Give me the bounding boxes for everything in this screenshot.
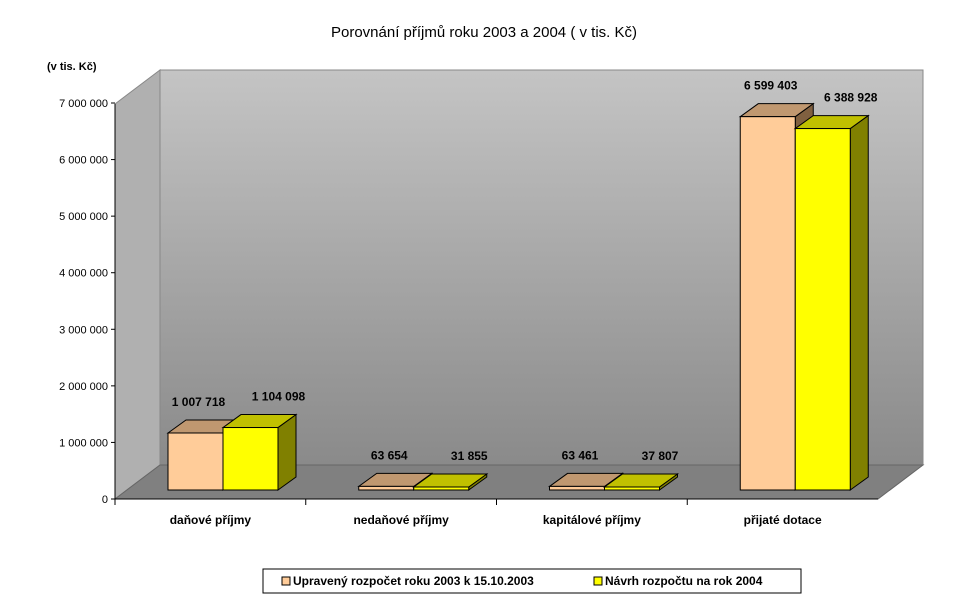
bar xyxy=(549,485,605,491)
data-label: 1 007 718 xyxy=(172,395,226,409)
data-label: 31 855 xyxy=(451,449,488,463)
data-label: 6 599 403 xyxy=(744,79,798,93)
bar-side xyxy=(849,114,869,491)
legend: Upravený rozpočet roku 2003 k 15.10.2003… xyxy=(262,568,802,594)
chart-title: Porovnání příjmů roku 2003 a 2004 ( v ti… xyxy=(331,24,637,41)
x-tick-label: přijaté dotace xyxy=(744,513,822,527)
y-tick-label: 0 xyxy=(102,494,108,506)
data-label: 37 807 xyxy=(642,449,679,463)
y-tick-label: 6 000 000 xyxy=(59,155,108,167)
y-tick-label: 4 000 000 xyxy=(59,268,108,280)
data-label: 63 461 xyxy=(562,448,599,462)
y-tick-label: 1 000 000 xyxy=(59,437,108,449)
legend-swatch-2003 xyxy=(281,576,291,586)
data-label: 6 388 928 xyxy=(824,91,878,105)
bar xyxy=(167,432,224,491)
side-wall xyxy=(114,68,161,501)
data-label: 63 654 xyxy=(371,448,408,462)
bar xyxy=(413,486,470,491)
data-label: 1 104 098 xyxy=(252,390,306,404)
x-tick-label: kapitálové příjmy xyxy=(543,513,641,527)
y-tick-label: 3 000 000 xyxy=(59,324,108,336)
y-tick-label: 2 000 000 xyxy=(59,381,108,393)
legend-label-2003: Upravený rozpočet roku 2003 k 15.10.2003 xyxy=(293,574,534,588)
bar xyxy=(794,128,851,491)
bar xyxy=(604,486,660,491)
bar xyxy=(222,427,279,491)
legend-swatch-2004 xyxy=(593,576,603,586)
legend-label-2004: Návrh rozpočtu na rok 2004 xyxy=(605,574,763,588)
y-axis-label: (v tis. Kč) xyxy=(47,61,97,73)
bar xyxy=(358,485,415,491)
x-tick-label: daňové příjmy xyxy=(170,513,252,527)
y-tick-label: 7 000 000 xyxy=(59,98,108,110)
y-tick-label: 5 000 000 xyxy=(59,211,108,223)
x-tick-label: nedaňové příjmy xyxy=(353,513,449,527)
bar xyxy=(739,116,796,491)
